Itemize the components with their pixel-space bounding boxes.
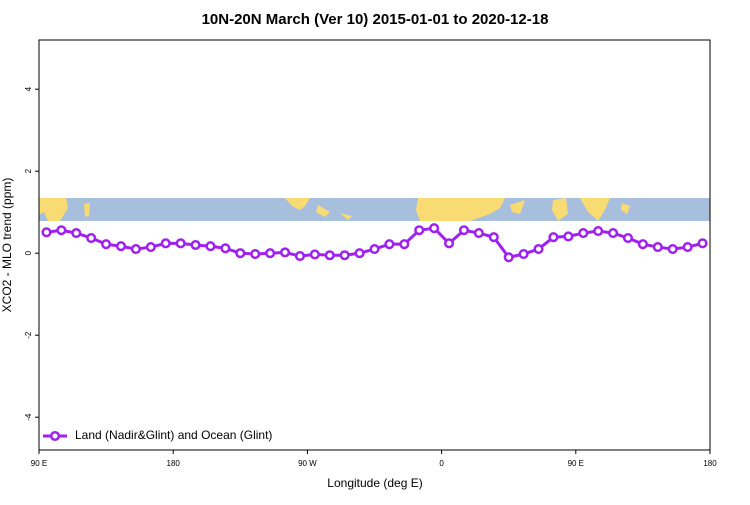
point [608,228,619,239]
chart-title: 10N-20N March (Ver 10) 2015-01-01 to 202… [202,11,549,28]
point [324,250,335,261]
point [622,232,634,244]
y-tick-label: -4 [24,413,33,421]
point [175,238,186,249]
point [205,241,216,252]
point [503,252,514,263]
map-background [39,198,710,221]
point [429,223,440,234]
y-tick-label: 4 [24,86,33,91]
x-tick-label: 90 W [298,459,317,468]
y-tick-label: 0 [24,250,33,255]
legend-label: Land (Nadir&Glint) and Ocean (Glint) [75,428,272,442]
x-tick-label: 180 [167,459,181,468]
point [637,239,648,250]
point [86,232,97,244]
y-tick-label: -2 [24,331,33,339]
point [563,231,574,242]
x-tick-label: 90 E [31,459,47,468]
point [101,239,112,250]
plot-frame [38,39,711,451]
point [682,242,693,253]
point [488,232,499,243]
point [667,244,678,255]
x-tick-label: 0 [439,459,444,468]
point [354,248,365,259]
point [220,243,231,254]
y-axis-label: XCO2 - MLO trend (ppm) [0,178,14,313]
point [145,242,156,253]
point [458,225,470,236]
point [533,244,544,255]
point [548,232,559,243]
point [652,242,663,253]
point [473,228,484,239]
point [697,238,708,249]
point [339,250,350,261]
point [56,225,67,236]
point [593,226,604,237]
point [130,244,141,255]
point [279,247,291,258]
y-tick-label: 2 [24,168,33,173]
point [250,248,261,260]
point [294,251,305,262]
point [265,248,276,259]
point [71,228,82,239]
point [115,241,127,252]
x-axis-label: Longitude (deg E) [327,476,422,490]
point [369,244,380,255]
point [160,238,171,249]
point [518,248,529,260]
point [190,239,201,251]
point [41,227,52,238]
point [384,239,395,250]
point [399,239,410,250]
legend-marker [49,430,61,442]
point [309,249,320,260]
x-tick-label: 90 E [568,459,584,468]
point [444,238,455,249]
legend-item: Land (Nadir&Glint) and Ocean (Glint) [43,428,272,442]
point [235,248,246,259]
point [414,225,425,236]
point [578,228,589,239]
x-tick-label: 180 [703,459,717,468]
